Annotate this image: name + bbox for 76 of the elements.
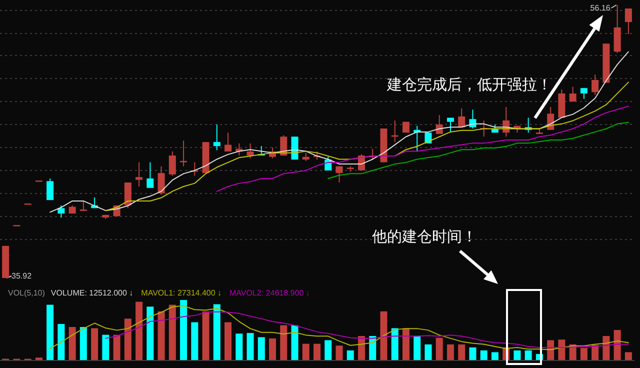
bar xyxy=(424,344,432,360)
bar xyxy=(146,306,154,360)
bar xyxy=(58,324,65,360)
annotation: 建仓完成后，低开强拉！ xyxy=(386,76,552,94)
candlestick xyxy=(168,150,176,176)
candlestick xyxy=(446,117,454,134)
bar xyxy=(558,340,566,360)
bar xyxy=(191,322,198,360)
bar xyxy=(346,350,354,360)
bar xyxy=(168,304,176,360)
candlestick xyxy=(80,200,87,212)
bar xyxy=(280,325,288,360)
candlestick xyxy=(336,166,343,184)
series-label: VOLUME: 12512.000 ↓ xyxy=(50,288,134,298)
bar xyxy=(124,318,132,360)
candlestick xyxy=(146,162,154,188)
candlestick xyxy=(124,182,132,209)
candlestick xyxy=(424,132,432,144)
bar xyxy=(592,345,599,360)
candlestick xyxy=(136,162,143,188)
candlestick xyxy=(213,124,220,151)
bar xyxy=(302,344,310,360)
bar xyxy=(336,346,343,360)
bar xyxy=(213,304,220,360)
bar xyxy=(446,344,454,360)
bar xyxy=(524,350,532,360)
bar xyxy=(291,325,298,360)
bar xyxy=(324,340,332,360)
candlestick xyxy=(624,8,632,35)
bar xyxy=(158,311,165,360)
bar xyxy=(269,338,276,360)
bar xyxy=(68,327,76,360)
candlestick xyxy=(58,204,65,218)
bar xyxy=(46,304,54,360)
bar xyxy=(224,322,232,360)
bar xyxy=(113,334,120,360)
bar xyxy=(202,311,210,360)
bar xyxy=(369,336,376,360)
candlestick xyxy=(180,140,188,167)
series-label: MAVOL1: 27314.400 ↓ xyxy=(141,288,222,298)
bar xyxy=(380,311,388,360)
annotation: 56.16 xyxy=(590,4,611,12)
annotation: 他的建仓时间！ xyxy=(372,228,477,246)
bar xyxy=(436,338,443,360)
bar xyxy=(246,333,254,360)
candlestick xyxy=(46,178,54,201)
bar xyxy=(91,328,98,360)
bar xyxy=(314,344,320,360)
bar xyxy=(391,328,398,360)
bar xyxy=(136,302,143,360)
bar xyxy=(624,352,632,360)
bar xyxy=(80,327,87,360)
bar xyxy=(480,350,488,360)
bar xyxy=(236,334,243,360)
candlestick xyxy=(580,88,588,100)
bar xyxy=(414,336,421,360)
bar xyxy=(258,337,265,360)
candlestick xyxy=(246,142,254,159)
bar xyxy=(602,336,610,360)
chart-title: VOL(5,10) xyxy=(8,288,46,298)
bar xyxy=(614,330,621,360)
bar xyxy=(180,300,188,360)
series-label: MAVOL2: 24618.900 ↓ xyxy=(230,288,310,298)
annotation: 35.92 xyxy=(12,272,32,280)
bar xyxy=(580,348,588,360)
bar xyxy=(402,328,410,360)
candlestick xyxy=(158,166,165,196)
bar xyxy=(102,334,110,360)
candlestick xyxy=(458,108,466,128)
bar xyxy=(469,347,476,360)
bar xyxy=(458,344,466,360)
candlestick xyxy=(569,86,576,102)
candlestick xyxy=(592,74,599,96)
candlestick xyxy=(224,132,232,152)
bar xyxy=(514,350,521,360)
bar xyxy=(491,352,498,360)
